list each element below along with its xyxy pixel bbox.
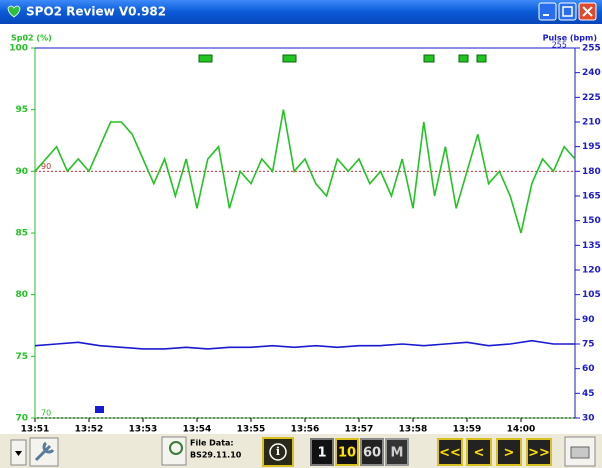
x-tick-label: 13:51 xyxy=(21,425,50,435)
reference-label: 90 xyxy=(41,162,51,171)
x-tick-label: 13:58 xyxy=(399,425,428,435)
x-tick-label: 13:56 xyxy=(291,425,320,435)
data-line xyxy=(34,109,576,234)
app-icon xyxy=(7,5,21,18)
toolbar-button[interactable] xyxy=(385,438,409,466)
x-tick-label: 13:55 xyxy=(237,425,266,435)
event-marker xyxy=(282,54,297,63)
toolbar-button[interactable] xyxy=(466,438,492,466)
minimize-button[interactable] xyxy=(538,2,557,21)
toolbar-button[interactable] xyxy=(360,438,384,466)
x-tick-label: 13:57 xyxy=(345,425,374,435)
maximize-glyph xyxy=(562,6,573,17)
x-tick-label: 13:59 xyxy=(453,425,482,435)
y2-tick-label: 75 xyxy=(582,340,595,350)
toolbar-button[interactable] xyxy=(496,438,522,466)
y-tick-label: 85 xyxy=(15,229,28,239)
maximize-button[interactable] xyxy=(558,2,577,21)
y2-tick-label: 105 xyxy=(582,290,601,300)
title-bar xyxy=(0,0,602,24)
toolbar-button-label: M xyxy=(391,446,404,461)
y2-tick-label: 195 xyxy=(582,142,601,152)
event-marker xyxy=(198,54,213,63)
y2-tick-label: 180 xyxy=(582,167,601,177)
y-axis-title: Sp02 (%) xyxy=(11,34,52,43)
y2-tick-label: 165 xyxy=(582,192,601,202)
chart: Sp02 (%) Pulse (bpm)255 70 75 80 85 90 95 100 30 4… xyxy=(9,34,601,435)
toolbar-button-label: < xyxy=(474,446,485,461)
y-tick-label: 100 xyxy=(9,44,28,54)
info-glyph: i xyxy=(276,445,280,458)
printer-icon xyxy=(570,446,590,459)
chart-area xyxy=(0,24,602,434)
y2-tick-label: 90 xyxy=(582,315,595,325)
close-glyph xyxy=(582,6,593,17)
y2-tick-label: 60 xyxy=(582,364,595,374)
toolbar-button[interactable] xyxy=(335,438,359,466)
info-button[interactable] xyxy=(262,437,294,467)
y2-tick-label: 150 xyxy=(582,216,601,226)
x-tick-label: 13:53 xyxy=(129,425,158,435)
y2-axis-title: Pulse (bpm) xyxy=(543,34,597,43)
toolbar-button-label: 60 xyxy=(363,446,381,461)
event-marker xyxy=(95,406,104,413)
y-tick-label: 80 xyxy=(15,290,28,300)
y-tick-label: 95 xyxy=(15,105,28,115)
file-name: BS29.11.10 xyxy=(190,451,242,460)
minimize-glyph xyxy=(543,14,549,16)
y2-tick-label: 120 xyxy=(582,266,601,276)
y2-tick-label: 45 xyxy=(582,389,595,399)
y2-tick-label: 255 xyxy=(582,44,601,54)
file-label: File Data: xyxy=(190,439,234,448)
info-icon xyxy=(269,443,287,461)
toolbar-button[interactable] xyxy=(437,438,463,466)
y2-tick-label: 30 xyxy=(582,414,595,424)
file-button[interactable] xyxy=(161,436,187,466)
reference-label: 70 xyxy=(41,409,51,418)
toolbar-button-label: 1 xyxy=(317,446,326,461)
event-marker xyxy=(458,54,469,63)
toolbar-button-label: << xyxy=(439,446,461,461)
toolbar-button-label: 10 xyxy=(338,446,356,461)
toolbar-button[interactable] xyxy=(310,438,334,466)
event-marker xyxy=(476,54,487,63)
toolbar-button[interactable] xyxy=(526,438,552,466)
x-tick-label: 13:52 xyxy=(75,425,104,435)
file-icon xyxy=(169,441,183,455)
wrench-icon xyxy=(34,441,55,462)
y-tick-label: 75 xyxy=(15,352,28,362)
y2-tick-label: 135 xyxy=(582,241,601,251)
toolbar-button-label: > xyxy=(504,446,515,461)
toolbar-button-label: >> xyxy=(528,446,550,461)
dropdown-glyph xyxy=(15,451,22,456)
event-marker xyxy=(423,54,435,63)
window-title: SPO2 Review V0.982 xyxy=(26,5,166,19)
data-line xyxy=(34,339,575,350)
y2-top-label: 255 xyxy=(552,41,567,50)
settings-button[interactable] xyxy=(29,437,59,467)
x-tick-label: 14:00 xyxy=(507,425,536,435)
x-tick-label: 13:54 xyxy=(183,425,212,435)
y-tick-label: 90 xyxy=(15,167,28,177)
y2-tick-label: 225 xyxy=(582,93,601,103)
y-tick-label: 70 xyxy=(15,414,28,424)
y2-tick-label: 240 xyxy=(582,68,601,78)
y2-tick-label: 210 xyxy=(582,118,601,128)
